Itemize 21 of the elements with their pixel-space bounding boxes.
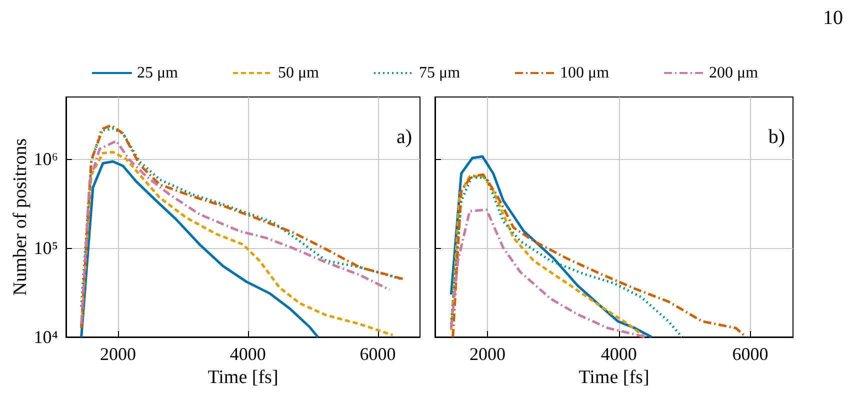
legend-label: 25 μm <box>136 64 179 82</box>
x-tick-label: 2000 <box>470 344 506 364</box>
legend-label: 50 μm <box>278 64 320 82</box>
annotation: b) <box>768 126 786 148</box>
text: 10 <box>823 7 843 29</box>
x-tick-label: 6000 <box>360 344 396 364</box>
annotation: a) <box>396 126 412 148</box>
legend-label: 200 μm <box>709 64 759 82</box>
x-tick-label: 4000 <box>230 344 266 364</box>
x-axis-title: Time [fs] <box>578 366 650 388</box>
x-axis-title: Time [fs] <box>208 366 278 388</box>
line-series <box>80 160 320 338</box>
legend-label: 100 μm <box>560 64 610 82</box>
x-tick-label: 6000 <box>732 344 768 364</box>
legend-label: 75 μm <box>418 64 461 82</box>
y-tick-label: 10⁵ <box>34 238 58 258</box>
x-tick-label: 2000 <box>100 344 136 364</box>
x-tick-label: 4000 <box>600 344 637 364</box>
y-tick-label: 10⁴ <box>34 327 58 347</box>
y-axis-title: Number of positrons <box>10 138 31 296</box>
y-tick-label: 10⁶ <box>34 149 58 170</box>
